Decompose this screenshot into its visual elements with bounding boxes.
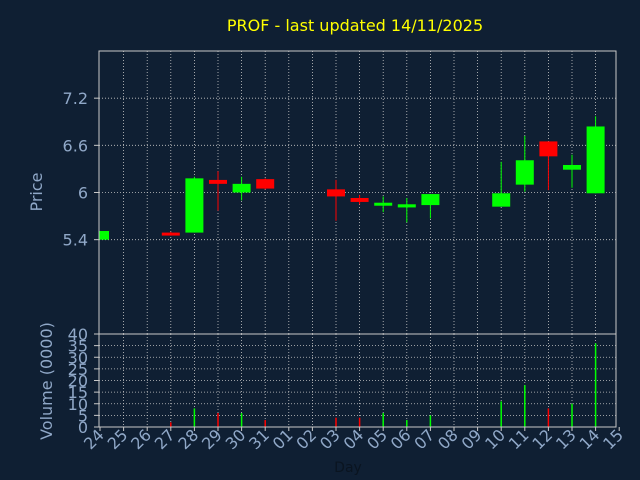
candle [350,194,369,205]
candle-body [161,232,180,236]
volume-tick-label: 25 [68,360,88,379]
price-tick-label: 6.6 [63,136,88,155]
candle [327,179,345,221]
volume-bar [217,413,219,427]
volume-bar [524,385,526,427]
volume-tick-label: 20 [68,372,88,391]
volume-bar [358,417,361,427]
volume-bar [571,403,573,427]
candle [515,135,534,192]
candle [209,171,227,211]
price-tick-label: 7.2 [63,89,88,108]
candle [161,231,180,236]
x-axis-label: Day [334,460,362,476]
volume-tick-label: 35 [68,337,88,356]
volume-tick-label: 5 [78,406,88,425]
volume-tick-label: 10 [68,395,88,414]
candle-body [350,198,369,202]
candle-body [492,193,511,207]
candle [397,198,416,223]
candle [586,116,605,194]
candle-body [539,141,558,157]
candle-body [421,194,440,206]
candle-body [586,126,605,194]
volume-bar [429,415,432,427]
volume-bar [335,417,337,427]
volume-bars [170,343,597,427]
volume-bar [594,343,597,427]
volume-bar [547,408,550,427]
chart-title: PROF - last updated 14/11/2025 [227,16,483,35]
candle-body [563,164,581,170]
candle [539,141,558,191]
candle-body [515,160,534,185]
candle [492,161,511,207]
price-candles [99,116,605,240]
candle-body [256,179,275,189]
candle [374,196,393,213]
price-tick-label: 5.4 [63,231,88,250]
candle-body [374,202,393,206]
candle-body [397,204,416,208]
volume-bar [170,422,172,427]
volume-tick-label: 0 [78,418,88,437]
candle [563,154,581,188]
volume-bar [264,420,266,427]
price-axis-label: Price [27,172,46,211]
candle [256,178,275,190]
volume-axis-label: Volume (0000) [37,322,56,440]
volume-bar [240,413,243,427]
candle-body [185,178,204,233]
price-tick-label: 6 [78,184,88,203]
candle [421,194,440,219]
price-y-axis: 5.4 6 6.6 7.2 [63,89,99,250]
candle [232,176,251,201]
volume-bar [193,408,196,427]
volume-tick-label: 30 [68,348,88,367]
volume-tick-label: 40 [68,325,88,344]
volume-tick-label: 15 [68,383,88,402]
candle [185,176,204,233]
candle-body [232,183,251,193]
candle-body [100,231,109,240]
candle [99,231,109,240]
candle-body [327,189,345,197]
candle-body [209,179,227,184]
volume-bar [500,401,502,427]
price-panel: 5.4 6 6.6 7.2 Price [27,50,617,335]
volume-bar [382,413,384,427]
x-axis-tick-labels: 2425262728293031010203040506070809101112… [80,425,627,453]
volume-bar [406,420,408,427]
